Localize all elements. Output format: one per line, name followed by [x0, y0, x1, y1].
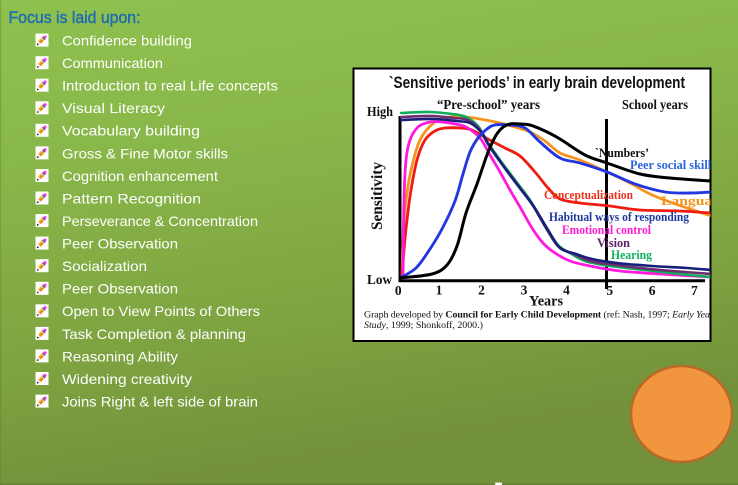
svg-text:Pattern Recognition: Pattern Recognition [62, 191, 201, 206]
svg-text:Graph developed by Council for: Graph developed by Council for Early Chi… [364, 309, 718, 320]
svg-text:Peer Observation: Peer Observation [62, 282, 178, 297]
svg-text:`Sensitive periods’ in early b: `Sensitive periods’ in early brain devel… [389, 74, 685, 92]
svg-text:High: High [367, 105, 393, 120]
svg-text:“Pre-school” years: “Pre-school” years [437, 97, 540, 112]
svg-text:Open to View Points of Others: Open to View Points of Others [62, 304, 260, 319]
svg-text:Widening creativity: Widening creativity [62, 372, 192, 387]
svg-text:Confidence building: Confidence building [62, 34, 192, 49]
svg-text:Low: Low [367, 273, 393, 288]
svg-text:Introduction to real Life con: Introduction to real Life concepts [62, 79, 278, 94]
svg-text:Visual Literacy: Visual Literacy [62, 101, 165, 116]
svg-text:Language: Language [661, 194, 727, 208]
svg-text:Joins Right & left side of bra: Joins Right & left side of brain [62, 395, 258, 410]
svg-text:2: 2 [478, 283, 485, 298]
svg-text:Sensitivity: Sensitivity [369, 162, 386, 230]
svg-text:Study, 1999; Shonkoff, 2000.): Study, 1999; Shonkoff, 2000.) [364, 320, 483, 331]
svg-text:Conceptualization: Conceptualization [544, 188, 633, 202]
svg-text:`Numbers’: `Numbers’ [595, 146, 649, 160]
svg-text:7: 7 [691, 283, 698, 298]
svg-text:Socialization: Socialization [62, 259, 147, 274]
svg-text:Gross & Fine Motor skills: Gross & Fine Motor skills [62, 146, 228, 161]
svg-text:Task Completion & planning: Task Completion & planning [62, 327, 246, 342]
svg-text:Perseverance & Concentration: Perseverance & Concentration [62, 214, 258, 229]
svg-text:1: 1 [436, 283, 443, 298]
svg-text:Vocabulary building: Vocabulary building [62, 124, 200, 139]
svg-text:School years: School years [622, 97, 688, 112]
svg-text:Reasoning Ability: Reasoning Ability [62, 349, 178, 364]
svg-text:0: 0 [395, 283, 402, 298]
svg-text:Hearing: Hearing [611, 248, 653, 262]
svg-text:Emotional control: Emotional control [562, 223, 651, 237]
svg-text:4: 4 [563, 283, 570, 298]
svg-text:Vision: Vision [597, 236, 630, 250]
svg-text:5: 5 [606, 283, 613, 298]
svg-text:3: 3 [521, 283, 528, 298]
svg-text:Years: Years [529, 294, 563, 310]
svg-text:Cognition enhancement: Cognition enhancement [62, 169, 218, 184]
svg-text:Habitual ways of responding: Habitual ways of responding [549, 210, 690, 224]
svg-text:Peer social skills: Peer social skills [630, 158, 716, 172]
svg-text:Communication: Communication [62, 56, 163, 71]
svg-text:Focus is laid upon:: Focus is laid upon: [9, 8, 141, 27]
svg-text:6: 6 [649, 283, 656, 298]
svg-text:Peer Observation: Peer Observation [62, 237, 178, 252]
